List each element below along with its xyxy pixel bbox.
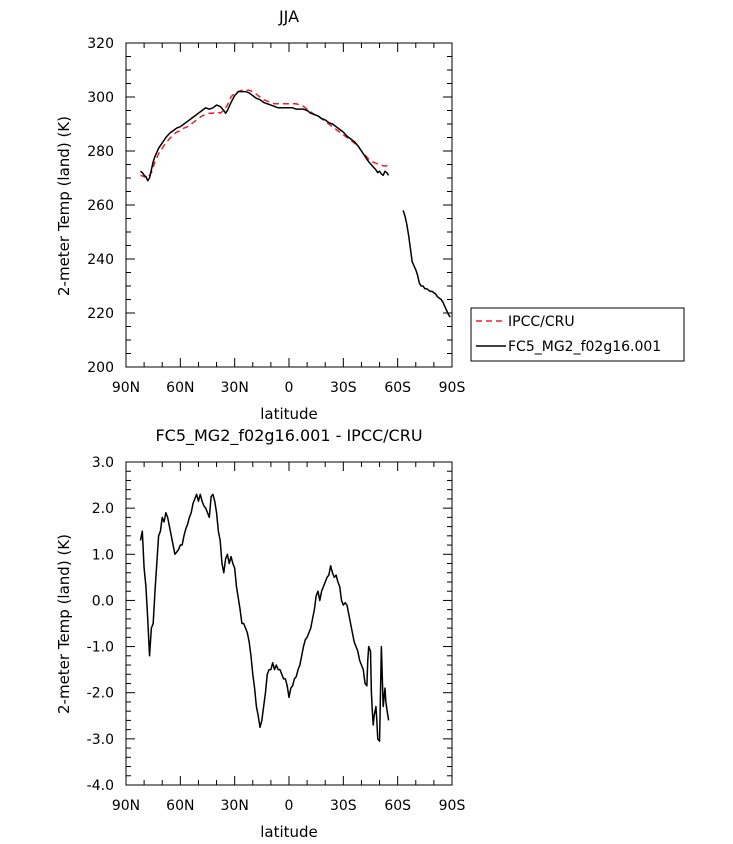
y-tick-label: 200 <box>87 360 114 376</box>
y-tick-label: 2.0 <box>92 501 114 517</box>
y-tick-label: 280 <box>87 144 114 160</box>
plot-area-difference <box>125 461 453 786</box>
y-tick-label: -4.0 <box>87 778 114 794</box>
chart-title: JJA <box>278 7 299 26</box>
y-tick-label: 3.0 <box>92 455 114 471</box>
x-tick-label: 90N <box>112 380 140 396</box>
chart-title-difference: FC5_MG2_f02g16.001 - IPCC/CRU <box>155 426 422 446</box>
y-axis-label: 2-meter Temp (land) (K) <box>55 116 73 296</box>
y-tick-label: 240 <box>87 252 114 268</box>
x-tick-labels-difference: 90N 60N 30N 0 30S 60S 90S <box>112 798 466 814</box>
plot-frame <box>125 461 453 786</box>
x-tick-label: 60S <box>384 798 411 814</box>
x-tick-labels: 90N 60N 30N 0 30S 60S 90S <box>112 380 466 396</box>
x-tick-label: 90N <box>112 798 140 814</box>
x-tick-label: 90S <box>439 380 466 396</box>
y-tick-label: 260 <box>87 198 114 214</box>
y-tick-label: 300 <box>87 90 114 106</box>
x-tick-label: 0 <box>285 380 294 396</box>
x-tick-label: 0 <box>285 798 294 814</box>
series-line-fc5-mg2-f02g16-001 <box>140 90 451 318</box>
x-axis-label-difference: latitude <box>260 823 318 841</box>
panel-bottom: FC5_MG2_f02g16.001 - IPCC/CRU 90N 60N 30N 0… <box>55 426 465 841</box>
y-tick-label: -2.0 <box>87 686 114 702</box>
legend: IPCC/CRU FC5_MG2_f02g16.001 <box>470 307 685 362</box>
y-tick-label: 1.0 <box>92 547 114 563</box>
series-line-difference-0 <box>139 493 390 742</box>
x-tick-label: 60S <box>384 380 411 396</box>
legend-box <box>470 307 685 362</box>
y-tick-labels: 200 220 240 260 280 300 320 <box>87 36 114 376</box>
legend-label-fc5: FC5_MG2_f02g16.001 <box>508 339 661 355</box>
x-tick-label: 90S <box>439 798 466 814</box>
x-tick-label: 30S <box>330 798 357 814</box>
plot-area <box>125 42 453 368</box>
y-tick-label: -3.0 <box>87 732 114 748</box>
y-tick-label: 220 <box>87 306 114 322</box>
x-tick-label: 60N <box>166 798 194 814</box>
series-line-ipcc-cru <box>140 89 391 179</box>
x-axis-label: latitude <box>260 405 318 423</box>
x-tick-label: 30S <box>330 380 357 396</box>
y-tick-label: -1.0 <box>87 640 114 656</box>
plot-frame <box>125 42 453 368</box>
y-axis-label-difference: 2-meter Temp (land) (K) <box>55 534 73 714</box>
panel-top: JJA 90N 60N 30N 0 30S 60S 90S 200 220 240 260 280 3… <box>55 7 685 423</box>
legend-label-ipcc-cru: IPCC/CRU <box>508 314 575 330</box>
y-tick-labels-difference: -4.0 -3.0 -2.0 -1.0 0.0 1.0 2.0 3.0 <box>87 455 114 794</box>
y-tick-label: 0.0 <box>92 593 114 609</box>
x-tick-label: 30N <box>221 380 249 396</box>
x-tick-label: 60N <box>166 380 194 396</box>
x-tick-label: 30N <box>221 798 249 814</box>
y-tick-label: 320 <box>87 36 114 52</box>
